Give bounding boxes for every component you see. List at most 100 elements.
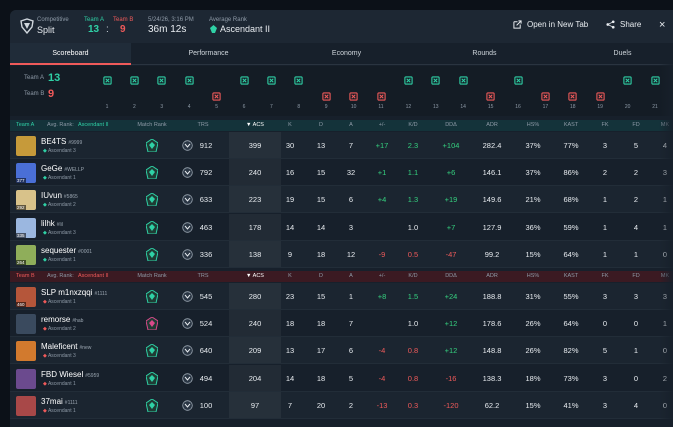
round-win-team-b-icon[interactable] (541, 92, 550, 101)
player-row[interactable]: 37mai #1111 ◆ Ascendant 1 100 97 7 20 2 -13 0.3 -1… (10, 391, 673, 419)
col-kast[interactable]: KAST (563, 273, 579, 279)
round-win-team-b-icon[interactable] (568, 92, 577, 101)
player-row[interactable]: remorse #hab ◆ Ascendant 2 524 240 18 18 7 1.0 +1… (10, 310, 673, 338)
player-name[interactable]: 37mai #1111 (41, 396, 78, 406)
player-name[interactable]: Maleficent #new (41, 342, 92, 352)
player-name[interactable]: remorse #hab (41, 315, 84, 325)
tab-performance[interactable]: Performance (188, 50, 229, 57)
map-name: Split (37, 25, 55, 35)
kast-value: 77% (563, 141, 579, 150)
player-name[interactable]: SLP m1nxzqqi #1111 (41, 288, 108, 297)
player-row[interactable]: FBD Wiesel #5959 ◆ Ascendant 1 494 204 14 18 5 -… (10, 364, 673, 392)
round-win-team-b-icon[interactable] (376, 92, 386, 101)
player-name[interactable]: GeGe #WELLP (41, 164, 85, 174)
col-dda[interactable]: DDΔ (445, 273, 457, 279)
player-name[interactable]: IUvun #5865 (41, 191, 78, 201)
round-win-team-a-icon[interactable] (102, 76, 112, 85)
round-win-team-a-icon[interactable] (459, 76, 468, 85)
col-acs[interactable]: ▼ ACS (246, 122, 264, 128)
player-row[interactable]: 335 lilhk #lil ◆ Ascendant 3 463 178 14 14 3 1.0 +… (10, 213, 673, 241)
player-row[interactable]: Maleficent #new ◆ Ascendant 3 640 209 13 17 6 -4… (10, 337, 673, 365)
col-match-rank[interactable]: Match Rank (137, 273, 167, 279)
col-d[interactable]: D (319, 273, 323, 279)
col-adr[interactable]: ADR (486, 273, 498, 279)
col-fk[interactable]: FK (601, 122, 609, 128)
player-rank: ◆ Ascendant 3 (43, 148, 76, 154)
player-name[interactable]: BE4TS #9999 (41, 137, 83, 146)
acs-column-highlight (229, 159, 281, 186)
player-row[interactable]: 460 SLP m1nxzqqi #1111 ◆ Ascendant 1 545 280 2… (10, 283, 673, 310)
kast-value: 73% (563, 373, 579, 383)
share-button[interactable]: Share (606, 20, 641, 29)
col-trs[interactable]: TRS (197, 273, 209, 279)
round-win-team-a-icon[interactable] (294, 76, 303, 85)
player-name[interactable]: lilhk #lil (41, 218, 63, 228)
player-row[interactable]: BE4TS #9999 ◆ Ascendant 3 912 399 30 13 7 +17 2.3… (10, 132, 673, 159)
trs-badge-icon (182, 221, 193, 233)
col-hs[interactable]: HS% (526, 122, 540, 128)
dda-value: +24 (444, 292, 458, 301)
col-fd[interactable]: FD (632, 122, 640, 128)
agent-avatar (16, 341, 36, 362)
share-label: Share (620, 20, 642, 29)
col-k[interactable]: K (288, 273, 292, 279)
col-a[interactable]: A (349, 273, 353, 279)
col-dda[interactable]: DDΔ (445, 122, 457, 128)
col-a[interactable]: A (349, 122, 353, 128)
round-win-team-b-icon[interactable] (596, 92, 605, 101)
player-rank: ◆ Ascendant 1 (43, 407, 76, 414)
assists-value: 7 (348, 141, 354, 150)
tab-duels[interactable]: Duels (613, 50, 632, 57)
tab-rounds[interactable]: Rounds (472, 50, 497, 57)
round-win-team-b-icon[interactable] (349, 92, 358, 101)
open-new-tab-button[interactable]: Open in New Tab (513, 20, 588, 29)
col-d[interactable]: D (319, 122, 323, 128)
round-win-team-b-icon[interactable] (322, 92, 331, 101)
tab-economy[interactable]: Economy (331, 50, 362, 57)
team-a-name: Team A (16, 122, 35, 128)
round-win-team-a-icon[interactable] (431, 76, 440, 85)
trs-value: 792 (199, 168, 213, 178)
round-win-team-a-icon[interactable] (239, 76, 249, 85)
col-match-rank[interactable]: Match Rank (137, 122, 167, 128)
col-adr[interactable]: ADR (486, 122, 498, 128)
round-win-team-a-icon[interactable] (513, 76, 523, 85)
col-plus-minus[interactable]: +/- (378, 122, 386, 128)
round-win-team-b-icon[interactable] (486, 92, 495, 101)
first-kills-value: 3 (602, 141, 608, 150)
round-win-team-a-icon[interactable] (157, 76, 166, 85)
hs-value: 15% (525, 400, 541, 410)
player-name[interactable]: sequester #0001 (41, 245, 93, 255)
ascendant-rank-icon (210, 25, 217, 33)
player-row[interactable]: 264 sequester #0001 ◆ Ascendant 1 336 138 9 18 1… (10, 240, 673, 268)
col-k[interactable]: K (288, 122, 292, 128)
player-row[interactable]: 377 GeGe #WELLP ◆ Ascendant 1 792 240 16 15 32 +1… (10, 159, 673, 187)
trs-value: 524 (199, 319, 213, 329)
tab-scoreboard[interactable]: Scoreboard (10, 43, 131, 65)
dda-value: +12 (444, 346, 458, 356)
round-win-team-a-icon[interactable] (650, 76, 660, 85)
player-name[interactable]: FBD Wiesel #5959 (41, 369, 100, 379)
col-acs[interactable]: ▼ ACS (246, 273, 264, 279)
round-win-team-a-icon[interactable] (267, 76, 276, 85)
match-rank-icon (146, 193, 158, 207)
hs-value: 15% (525, 249, 541, 259)
acs-column-highlight (229, 337, 281, 364)
col-kd[interactable]: K/D (408, 273, 418, 279)
round-win-team-a-icon[interactable] (623, 76, 632, 85)
round-win-team-b-icon[interactable] (212, 92, 221, 101)
round-win-team-a-icon[interactable] (130, 76, 139, 85)
acs-value: 178 (248, 222, 262, 232)
col-hs[interactable]: HS% (526, 273, 540, 279)
team-b-score: 9 (120, 24, 126, 35)
col-fd[interactable]: FD (632, 273, 640, 279)
round-win-team-a-icon[interactable] (404, 76, 413, 85)
player-row[interactable]: 292 IUvun #5865 ◆ Ascendant 2 633 223 19 15 6 +4 1… (10, 186, 673, 214)
col-kast[interactable]: KAST (563, 122, 579, 128)
col-kd[interactable]: K/D (408, 122, 418, 128)
close-button[interactable]: × (659, 19, 666, 31)
col-trs[interactable]: TRS (197, 122, 209, 128)
round-win-team-a-icon[interactable] (185, 76, 194, 85)
col-plus-minus[interactable]: +/- (378, 273, 386, 279)
col-fk[interactable]: FK (601, 273, 609, 279)
